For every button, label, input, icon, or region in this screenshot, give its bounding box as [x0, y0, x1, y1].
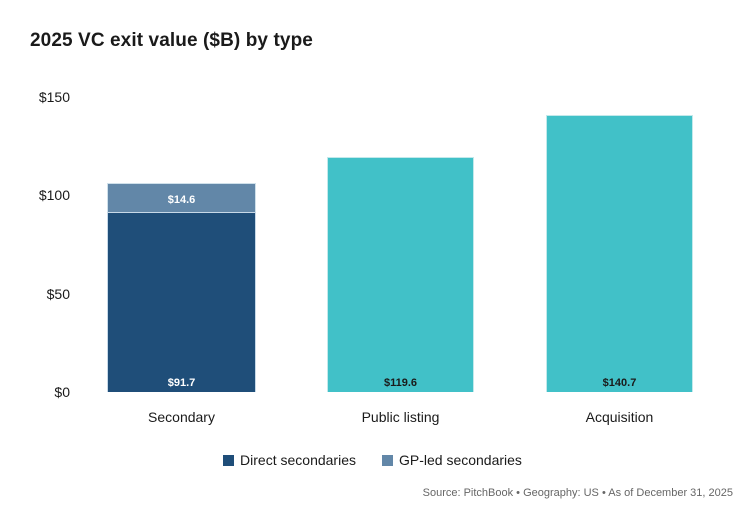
bar-public-listing: [327, 157, 474, 392]
value-label-public-listing: $119.6: [383, 377, 418, 389]
legend-label-gp-led-secondaries: GP-led secondaries: [398, 452, 522, 468]
category-label-secondary: Secondary: [148, 409, 215, 425]
chart-title: 2025 VC exit value ($B) by type: [30, 30, 313, 51]
bar-acquisition: [546, 115, 693, 392]
category-label-public-listing: Public listing: [361, 409, 440, 425]
source-note: Source: PitchBook • Geography: US • As o…: [422, 487, 733, 499]
value-label-direct: $91.7: [167, 377, 196, 389]
bar-secondary-gp-led-segment: [107, 183, 256, 212]
legend: Direct secondaries GP-led secondaries: [0, 452, 745, 468]
y-tick-0: $0: [54, 384, 70, 400]
value-label-gp-led: $14.6: [167, 194, 196, 206]
y-tick-150: $150: [38, 89, 70, 105]
y-tick-50: $50: [46, 286, 70, 302]
legend-swatch-gp-led-secondaries: [381, 454, 393, 466]
y-tick-100: $100: [38, 187, 70, 203]
legend-swatch-direct-secondaries: [223, 454, 235, 466]
bar-secondary-direct-segment: [107, 212, 256, 392]
category-label-acquisition: Acquisition: [585, 409, 654, 425]
legend-label-direct-secondaries: Direct secondaries: [240, 452, 356, 468]
value-label-acquisition: $140.7: [602, 377, 637, 389]
legend-item-gp-led-secondaries: GP-led secondaries: [381, 452, 522, 468]
legend-item-direct-secondaries: Direct secondaries: [223, 452, 356, 468]
